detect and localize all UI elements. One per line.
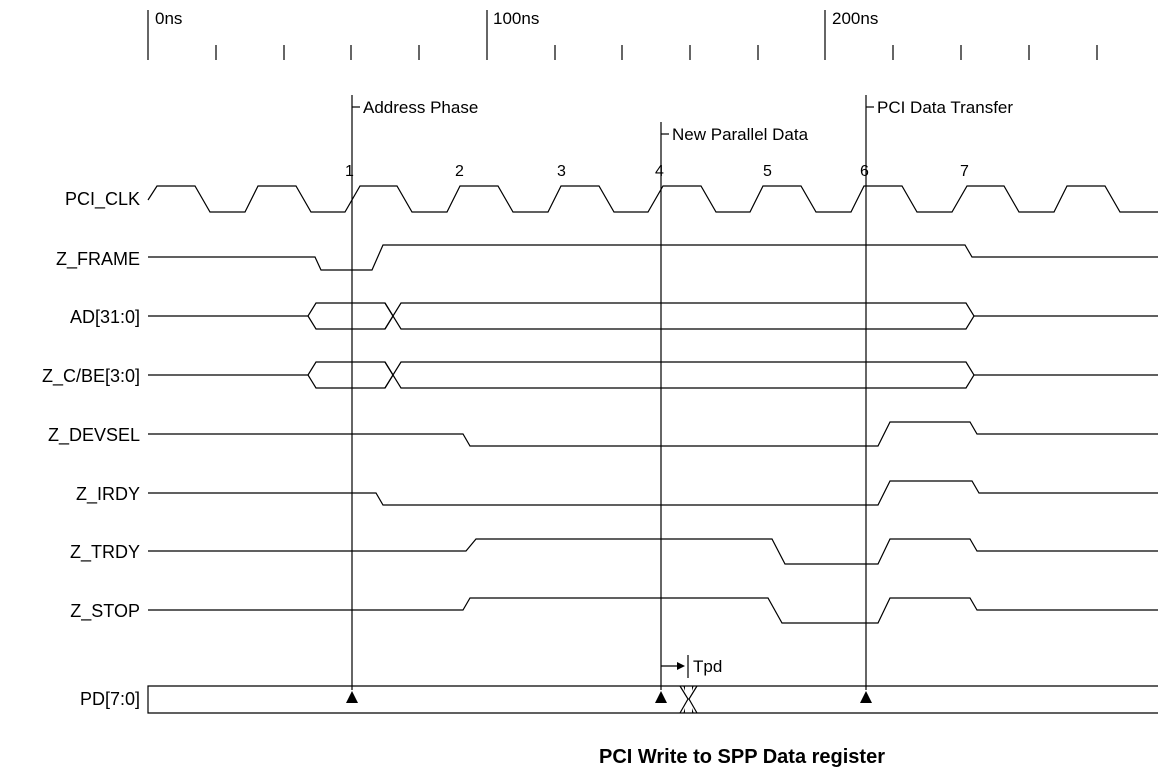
edge-number-1: 1 [345,163,354,180]
signal-label-ad: AD[31:0] [70,307,140,327]
edge-number-7: 7 [960,163,969,180]
signal-label-z-trdy: Z_TRDY [70,542,140,563]
arrowhead-pci-data-transfer [860,691,872,703]
marker-pci-data-transfer: PCI Data Transfer [877,98,1013,117]
waveform-z-frame [148,244,1158,271]
waveform-z-devsel [148,421,1158,447]
waveforms: Tpd [147,185,1158,714]
signal-label-z-devsel: Z_DEVSEL [48,425,140,446]
tick-label-100ns: 100ns [493,9,539,28]
marker-new-parallel-data: New Parallel Data [672,125,809,144]
signal-label-pci-clk: PCI_CLK [65,189,140,210]
diagram-title: PCI Write to SPP Data register [599,746,885,768]
edge-number-2: 2 [455,163,464,180]
signal-label-z-cbe: Z_C/BE[3:0] [42,366,140,387]
signal-label-z-frame: Z_FRAME [56,249,140,270]
tick-label-200ns: 200ns [832,9,878,28]
arrowhead-new-parallel-data [655,691,667,703]
waveform-ad [148,302,1158,330]
waveform-pd [147,685,1158,714]
edge-number-4: 4 [655,163,664,180]
edge-number-6: 6 [860,163,869,180]
signal-labels: PCI_CLK Z_FRAME AD[31:0] Z_C/BE[3:0] Z_D… [42,189,140,709]
waveform-pci-clk [147,185,1158,213]
marker-arrowheads [346,691,872,703]
tpd-arrow-icon [677,662,685,670]
minor-ticks [215,45,1098,60]
markers: Address Phase New Parallel Data PCI Data… [351,95,1013,690]
time-axis: 0ns 100ns 200ns [147,9,1098,60]
tpd-annotation: Tpd [661,655,722,678]
marker-address-phase: Address Phase [363,98,478,117]
signal-label-pd: PD[7:0] [80,689,140,709]
edge-number-5: 5 [763,163,772,180]
waveform-z-stop [148,597,1158,624]
tpd-label: Tpd [693,657,722,676]
edge-number-3: 3 [557,163,566,180]
signal-label-z-irdy: Z_IRDY [76,484,140,505]
waveform-z-irdy [148,480,1158,506]
arrowhead-address-phase [346,691,358,703]
waveform-z-cbe [148,361,1158,389]
signal-label-z-stop: Z_STOP [70,601,140,622]
clock-edge-numbers: 1 2 3 4 5 6 7 [345,163,969,180]
waveform-z-trdy [148,538,1158,565]
tick-label-0ns: 0ns [155,9,182,28]
